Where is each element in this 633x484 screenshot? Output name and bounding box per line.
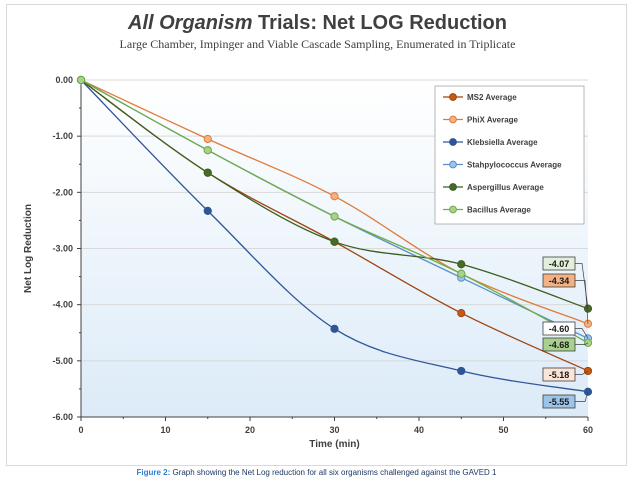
y-tick-label: -4.00 — [52, 300, 73, 310]
chart-title: All Organism Trials: Net LOG Reduction — [7, 12, 628, 35]
callout-label: -4.68 — [549, 340, 570, 350]
legend-label: MS2 Average — [467, 93, 517, 102]
legend-marker — [449, 205, 457, 214]
legend-label: Stahpylococcus Average — [467, 161, 562, 170]
callout-label: -4.60 — [549, 324, 570, 334]
callout-label: -5.55 — [549, 397, 570, 407]
y-tick-label: -1.00 — [52, 131, 73, 141]
y-axis-title: Net Log Reduction — [23, 204, 34, 293]
x-tick-label: 50 — [498, 425, 508, 435]
data-point — [457, 269, 466, 278]
data-point — [203, 146, 212, 155]
data-point — [457, 366, 466, 376]
data-point — [330, 192, 339, 201]
chart-title-rest: Trials: Net LOG Reduction — [252, 12, 507, 34]
legend-marker — [449, 183, 457, 191]
data-point — [203, 134, 212, 144]
legend-marker — [449, 93, 457, 101]
data-point — [330, 237, 339, 246]
x-tick-label: 10 — [160, 425, 170, 435]
legend-marker — [449, 115, 457, 124]
callout-leader — [575, 342, 589, 345]
callout-box — [542, 394, 576, 409]
chart-plot: 0.00 -1.00 -2.00 -3.00 -4.00 -5.00 -6.00 0 10 20 3… — [23, 75, 593, 450]
callout-label: -5.18 — [549, 370, 570, 380]
callout-box — [542, 256, 576, 271]
callout-label: -4.34 — [549, 276, 570, 286]
legend-box — [434, 85, 585, 225]
data-point — [457, 260, 466, 269]
data-point — [330, 212, 339, 221]
data-point — [203, 168, 212, 177]
x-tick-label: 0 — [78, 425, 83, 435]
data-point — [330, 324, 339, 333]
data-point — [457, 308, 466, 318]
x-tick-label: 30 — [329, 425, 339, 435]
x-tick-label: 60 — [583, 425, 593, 435]
chart-subtitle: Large Chamber, Impinger and Viable Casca… — [119, 37, 516, 51]
callout-box — [542, 273, 576, 288]
y-tick-label: -6.00 — [52, 412, 73, 422]
y-tick-label: 0.00 — [55, 75, 73, 85]
chart-title-italic: All Organism — [128, 12, 253, 34]
x-tick-label: 40 — [414, 425, 424, 435]
y-tick-label: -3.00 — [52, 244, 73, 254]
legend-marker — [449, 160, 457, 169]
caption-label: Figure 2: — [136, 468, 171, 477]
callout-leader — [575, 280, 589, 324]
legend-label: Klebsiella Average — [467, 138, 538, 147]
legend-marker — [449, 138, 457, 146]
callout-leader — [575, 328, 589, 339]
caption-text: Graph showing the Net Log reduction for … — [170, 468, 497, 477]
figure-caption: Figure 2: Graph showing the Net Log redu… — [0, 468, 633, 477]
legend-label: PhiX Average — [467, 116, 519, 125]
callout-box — [542, 321, 576, 336]
callout-leader — [575, 391, 589, 402]
data-point — [203, 206, 212, 215]
legend-label: Bacillus Average — [467, 206, 531, 215]
x-tick-label: 20 — [245, 425, 255, 435]
callout-box — [542, 337, 576, 352]
series-line — [80, 79, 589, 393]
callout-label: -4.07 — [549, 259, 570, 269]
callout-box — [542, 367, 576, 382]
y-tick-label: -2.00 — [52, 187, 73, 197]
data-point — [76, 75, 86, 85]
legend-label: Aspergillus Average — [467, 183, 544, 192]
callout-leader — [575, 370, 589, 375]
y-tick-label: -5.00 — [52, 356, 73, 366]
x-axis-title: Time (min) — [309, 439, 359, 450]
